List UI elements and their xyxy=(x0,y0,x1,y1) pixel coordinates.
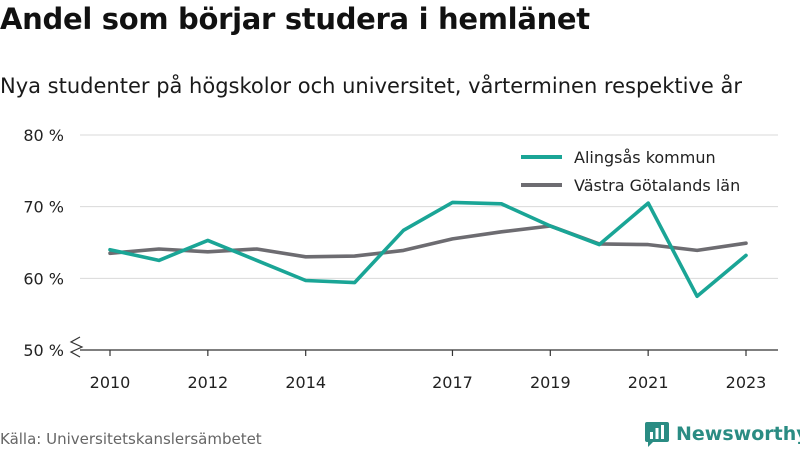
y-tick-label: 60 % xyxy=(23,269,64,288)
legend: Alingsås kommun Västra Götalands län xyxy=(521,148,740,195)
axis-break-icon xyxy=(69,336,84,358)
chart-title: Andel som börjar studera i hemlänet xyxy=(0,2,590,36)
legend-label: Västra Götalands län xyxy=(574,176,740,195)
series-line xyxy=(108,224,748,259)
x-tick-label: 2021 xyxy=(628,373,669,392)
chart-subtitle: Nya studenter på högskolor och universit… xyxy=(0,74,742,98)
x-tick-label: 2023 xyxy=(726,373,767,392)
y-tick-label: 50 % xyxy=(23,341,64,360)
y-tick-label: 80 % xyxy=(23,126,64,145)
series-lines xyxy=(108,200,748,299)
series-line xyxy=(108,200,748,299)
x-axis: 2010 2012 2014 2017 2019 2021 2023 xyxy=(69,336,778,392)
brand-logo: Newsworthy xyxy=(644,420,800,448)
gridlines xyxy=(80,134,778,279)
x-tick-label: 2014 xyxy=(285,373,326,392)
x-tick-label: 2017 xyxy=(432,373,473,392)
line-chart: 50 % 60 % 70 % 80 % 2010 2012 2014 2017 2019 202… xyxy=(23,126,778,392)
y-axis-ticks: 50 % 60 % 70 % 80 % xyxy=(23,126,64,360)
legend-label: Alingsås kommun xyxy=(574,148,716,167)
newsworthy-logo-icon xyxy=(645,422,669,447)
y-tick-label: 70 % xyxy=(23,198,64,217)
brand-name: Newsworthy xyxy=(676,423,800,445)
x-tick-label: 2012 xyxy=(187,373,228,392)
x-tick-label: 2010 xyxy=(90,373,131,392)
x-tick-label: 2019 xyxy=(530,373,571,392)
source-note: Källa: Universitetskanslersämbetet xyxy=(0,430,262,448)
